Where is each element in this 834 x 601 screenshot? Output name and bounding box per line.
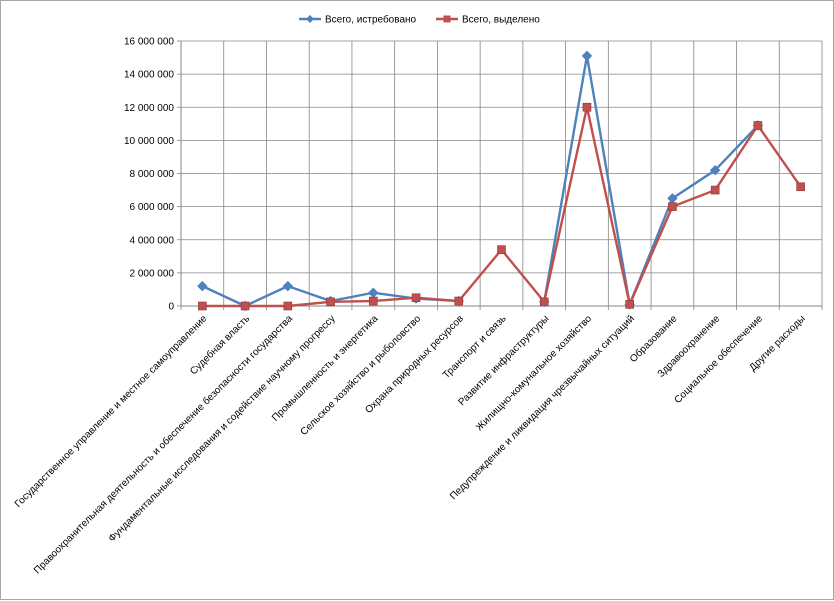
data-point-series-1: [282, 280, 294, 292]
gridlines: [180, 40, 823, 307]
data-point-series-2: [497, 245, 506, 254]
y-tick-label: 12 000 000: [124, 103, 174, 114]
legend: Всего, истребовано Всего, выделено: [299, 14, 540, 26]
x-category-label: Развитие инфраструктуры: [456, 313, 552, 409]
y-tick-label: 2 000 000: [130, 268, 175, 279]
legend-marker-1: [306, 15, 314, 23]
x-axis-category-labels: Государственное управление и местное сам…: [13, 312, 808, 576]
data-point-series-2: [411, 293, 421, 303]
legend-marker-2: [443, 15, 451, 23]
y-tick-label: 14 000 000: [124, 70, 174, 81]
y-tick-label: 0: [168, 302, 174, 313]
data-point-series-2: [625, 300, 635, 309]
data-point-series-2: [454, 296, 464, 306]
series-line-1: [543, 54, 759, 306]
y-tick-label: 6 000 000: [130, 202, 175, 213]
y-tick-label: 4 000 000: [130, 235, 175, 246]
data-point-series-1: [709, 164, 721, 176]
data-point-series-2: [753, 121, 763, 130]
x-category-label: Государственное управление и местное сам…: [13, 313, 210, 510]
data-series: [197, 50, 805, 312]
data-point-series-2: [668, 202, 677, 211]
data-point-series-2: [283, 301, 293, 311]
data-point-series-1: [197, 280, 208, 292]
x-category-label: Социальное обеспечение: [672, 312, 766, 406]
y-tick-label: 16 000 000: [124, 37, 174, 48]
y-tick-label: 10 000 000: [124, 136, 174, 147]
data-point-series-2: [326, 297, 335, 307]
y-axis-tick-labels: 0 2 000 000 4 000 000 6 000 000 8 000 000 10 …: [124, 37, 175, 313]
data-point-series-1: [368, 287, 379, 298]
data-point-series-2: [582, 102, 592, 112]
data-point-series-2: [539, 297, 549, 307]
data-point-series-2: [710, 185, 720, 195]
data-point-series-2: [796, 182, 805, 192]
legend-label-1: Всего, истребовано: [325, 14, 417, 26]
data-point-series-2: [368, 296, 378, 306]
data-point-series-2: [240, 301, 250, 311]
y-tick-label: 8 000 000: [130, 169, 175, 180]
data-point-series-2: [198, 301, 207, 311]
legend-label-2: Всего, выделено: [462, 15, 540, 26]
data-point-series-1: [581, 50, 593, 62]
